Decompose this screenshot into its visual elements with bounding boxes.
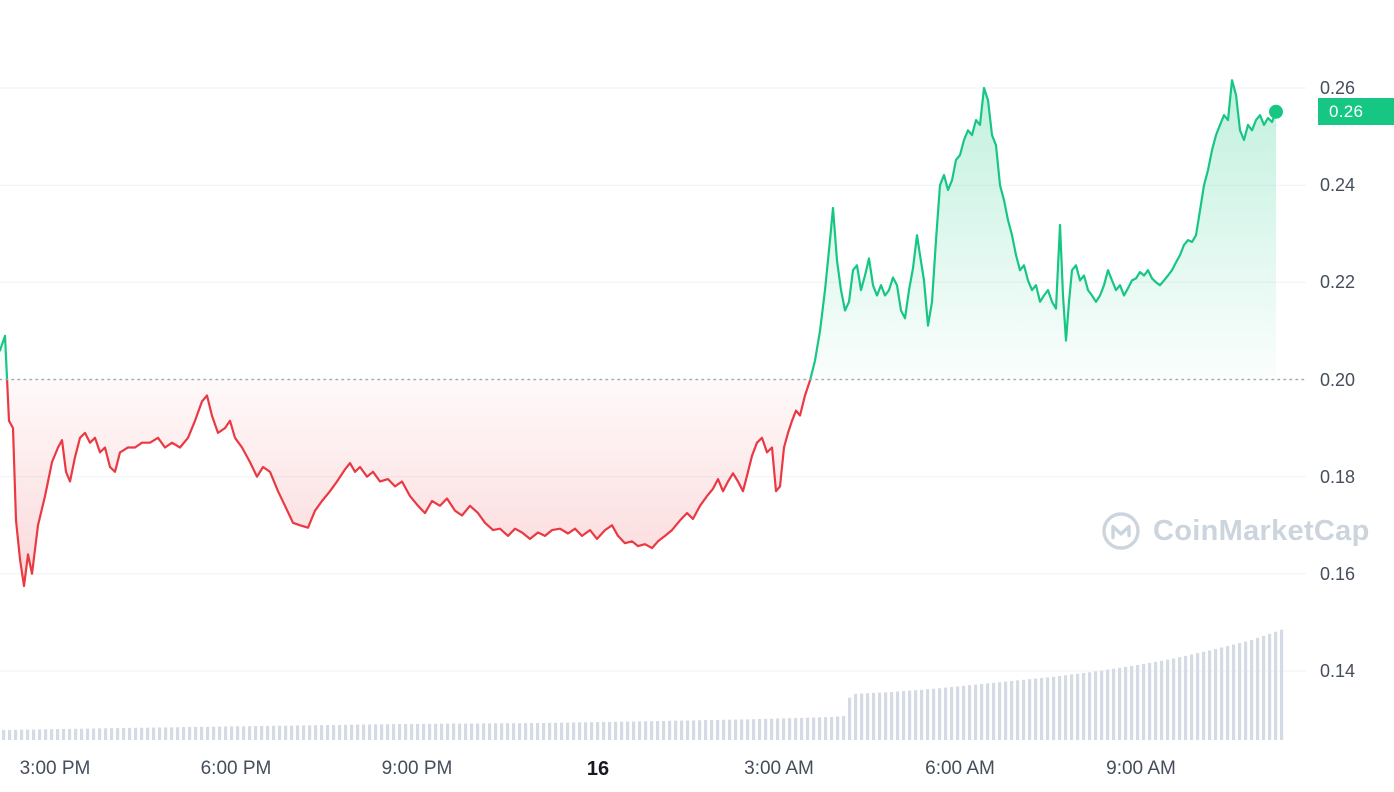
current-price-badge: 0.26 <box>1318 98 1394 125</box>
y-axis-label: 0.24 <box>1320 175 1356 196</box>
x-axis-label: 16 <box>586 758 610 780</box>
y-axis-label: 0.14 <box>1320 661 1356 681</box>
latest-price-dot <box>1269 104 1283 119</box>
area-fill-up <box>0 80 1276 380</box>
volume-bars <box>2 629 1284 741</box>
price-line-up <box>0 79 1278 380</box>
gridlines <box>0 87 1306 672</box>
x-axis-label: 9:00 PM <box>381 758 453 779</box>
x-axis-label: 3:00 AM <box>744 758 814 779</box>
x-axis-label: 3:00 PM <box>19 758 91 779</box>
x-axis-label: 9:00 AM <box>1106 758 1176 779</box>
y-axis-label: 0.20 <box>1320 369 1356 390</box>
coinmarketcap-logo-icon <box>1102 512 1140 550</box>
y-axis-label: 0.22 <box>1320 272 1356 293</box>
area-fill-down <box>0 379 1276 586</box>
x-axis-label: 6:00 AM <box>925 758 995 779</box>
price-line-down <box>5 379 812 588</box>
y-axis-label: 0.18 <box>1320 466 1356 487</box>
watermark-text: CoinMarketCap <box>1153 515 1370 547</box>
y-axis-label: 0.16 <box>1320 563 1356 584</box>
coinmarketcap-watermark: CoinMarketCap <box>1100 510 1370 552</box>
y-axis-label: 0.26 <box>1320 78 1356 98</box>
x-axis-label: 6:00 PM <box>200 758 272 779</box>
